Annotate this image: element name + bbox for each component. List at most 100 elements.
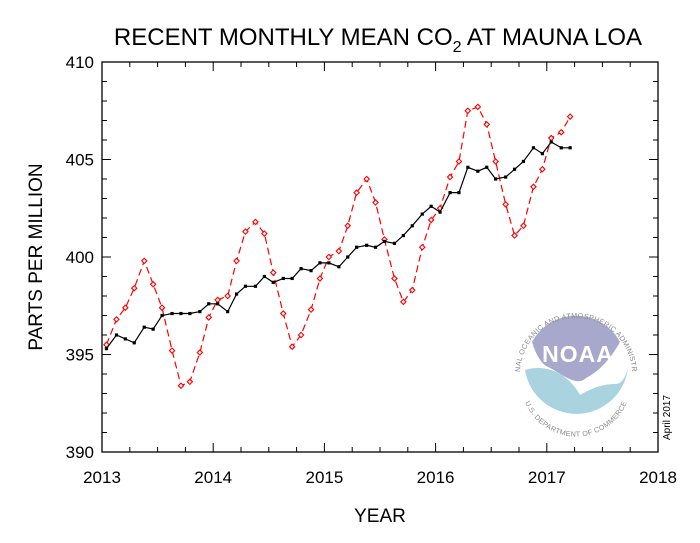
data-point-square — [457, 191, 461, 195]
y-tick-label: 400 — [66, 248, 94, 267]
data-point-diamond — [335, 247, 343, 255]
data-point-diamond — [344, 222, 352, 230]
x-axis-label: YEAR — [354, 506, 406, 527]
data-point-square — [365, 243, 369, 247]
series-layer — [103, 103, 574, 390]
x-tick-label: 2016 — [417, 468, 455, 487]
data-point-square — [485, 165, 489, 169]
data-point-diamond — [399, 298, 407, 306]
x-tick-label: 2015 — [305, 468, 343, 487]
x-tick-label: 2017 — [528, 468, 566, 487]
data-point-square — [337, 265, 341, 269]
data-point-diamond — [130, 284, 138, 292]
data-point-square — [382, 239, 387, 243]
data-point-diamond — [325, 253, 333, 261]
data-point-diamond — [205, 314, 213, 321]
data-point-square — [318, 261, 322, 265]
data-point-diamond — [492, 158, 500, 165]
data-point-diamond — [557, 128, 565, 136]
data-point-diamond — [149, 280, 157, 288]
data-point-diamond — [408, 286, 416, 294]
data-point-square — [429, 204, 433, 208]
y-tick-label: 390 — [66, 443, 94, 462]
data-point-square — [151, 327, 155, 331]
data-point-diamond — [288, 343, 296, 351]
y-tick-label: 405 — [66, 151, 94, 170]
date-note: April 2017 — [662, 395, 673, 440]
x-tick-label: 2014 — [194, 468, 232, 487]
logo-sky — [532, 315, 620, 382]
data-point-square — [253, 284, 258, 288]
data-point-diamond — [464, 107, 472, 115]
data-point-square — [281, 276, 285, 281]
data-point-diamond — [113, 316, 120, 323]
series-seasonal-corrected — [104, 140, 572, 351]
noaa-logo: NOAA NATIONAL OCEANIC AND ATMOSPHERIC AD… — [102, 62, 639, 439]
data-point-square — [410, 224, 414, 228]
data-point-diamond — [158, 304, 166, 312]
data-point-square — [373, 245, 378, 249]
data-point-square — [123, 337, 127, 341]
data-point-square — [494, 177, 498, 181]
y-tick-label: 395 — [66, 346, 94, 365]
data-point-diamond — [269, 269, 277, 276]
data-point-square — [559, 146, 563, 150]
data-point-diamond — [538, 165, 546, 173]
data-point-diamond — [297, 331, 305, 339]
series-line — [105, 106, 571, 387]
data-point-square — [234, 292, 239, 296]
data-point-diamond — [260, 230, 268, 237]
data-point-square — [207, 302, 211, 306]
data-point-diamond — [511, 232, 518, 239]
data-point-diamond — [372, 199, 379, 206]
data-point-square — [216, 302, 220, 306]
data-point-square — [198, 310, 202, 314]
data-point-diamond — [502, 200, 510, 208]
data-point-diamond — [483, 121, 491, 128]
data-point-diamond — [520, 222, 527, 230]
data-point-square — [392, 241, 397, 245]
data-point-diamond — [566, 113, 574, 120]
y-tick-label: 410 — [66, 53, 94, 72]
logo-ring-top: NATIONAL OCEANIC AND ATMOSPHERIC ADMINIS… — [102, 62, 639, 372]
data-point-diamond — [196, 349, 204, 356]
data-point-diamond — [455, 158, 463, 165]
data-point-diamond — [214, 296, 222, 304]
chart-title: RECENT MONTHLY MEAN CO2 AT MAUNA LOA — [114, 24, 642, 56]
data-point-square — [160, 313, 164, 318]
data-point-diamond — [224, 292, 232, 300]
data-point-square — [132, 341, 136, 345]
data-point-square — [568, 146, 572, 150]
chart-title-main: RECENT MONTHLY MEAN CO — [114, 24, 453, 51]
data-point-square — [114, 333, 119, 337]
chart-title-tail: AT MAUNA LOA — [462, 24, 643, 51]
data-point-square — [243, 284, 248, 288]
data-point-square — [271, 280, 275, 284]
data-point-diamond — [427, 216, 435, 224]
data-point-square — [170, 311, 174, 316]
data-point-square — [299, 267, 303, 271]
data-point-diamond — [168, 347, 176, 354]
data-point-square — [504, 175, 508, 179]
series-line — [105, 141, 571, 349]
logo-sea — [525, 368, 628, 414]
data-point-diamond — [307, 306, 315, 314]
data-point-diamond — [252, 218, 259, 226]
data-point-diamond — [316, 275, 324, 282]
x-tick-label: 2018 — [639, 468, 677, 487]
data-point-square — [512, 167, 517, 171]
data-point-diamond — [233, 257, 240, 265]
data-point-diamond — [140, 257, 148, 265]
data-point-square — [309, 269, 313, 273]
data-point-square — [420, 212, 424, 216]
data-point-square — [327, 261, 331, 265]
y-tick-labels: 390 395 400 405 410 — [66, 53, 94, 462]
data-point-diamond — [177, 382, 185, 390]
data-point-square — [448, 191, 452, 195]
data-point-square — [466, 165, 470, 169]
data-point-square — [142, 325, 146, 329]
data-point-diamond — [547, 134, 555, 142]
data-point-diamond — [363, 175, 371, 183]
data-point-square — [531, 146, 536, 150]
